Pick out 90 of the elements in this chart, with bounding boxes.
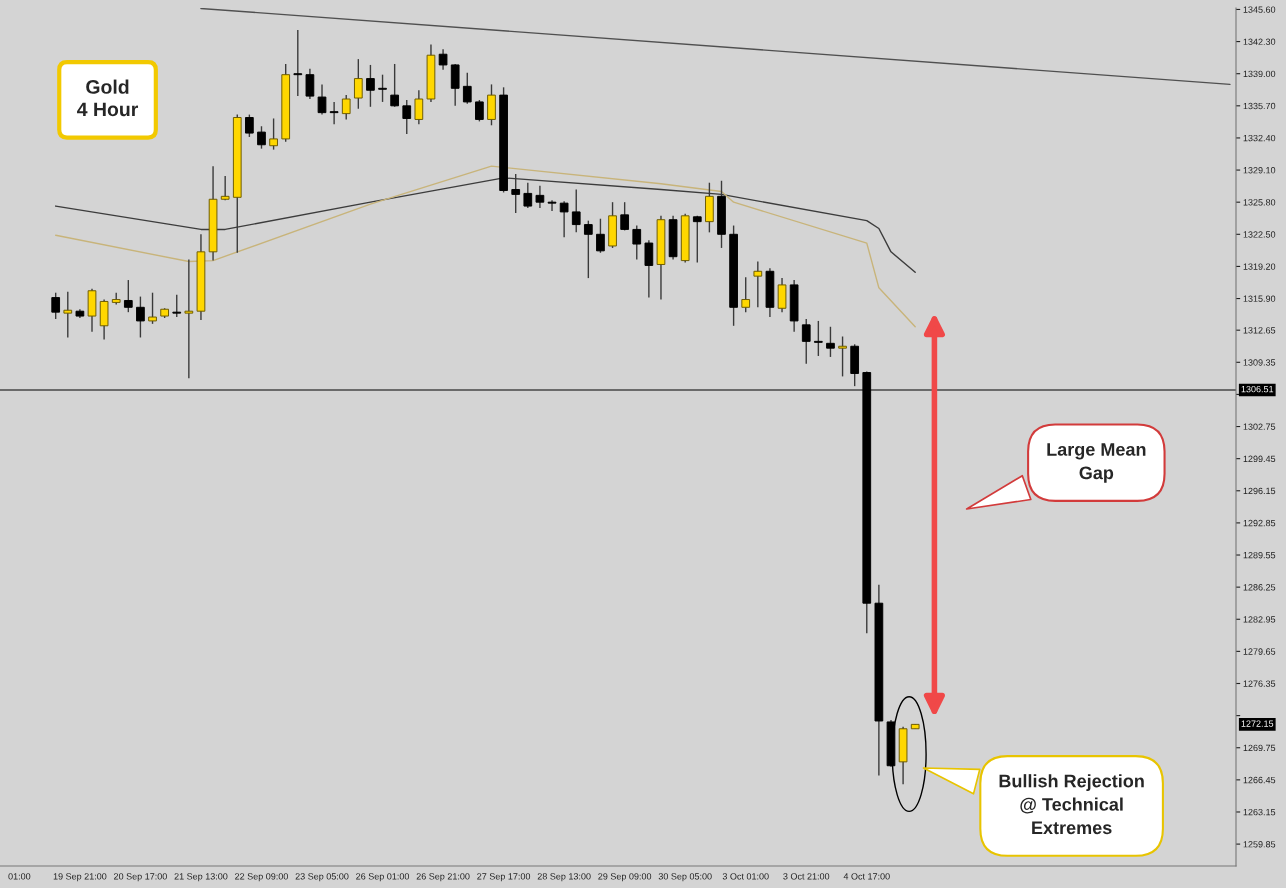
candlestick <box>826 326 835 358</box>
x-tick-label: 29 Sep 09:00 <box>598 873 652 882</box>
candlestick <box>547 199 557 212</box>
y-tick-label: 1296.15 <box>1243 487 1276 495</box>
candlestick <box>838 335 847 378</box>
candlestick <box>257 125 266 150</box>
x-tick-label: 22 Sep 09:00 <box>235 873 288 882</box>
candlestick <box>317 83 327 116</box>
candlestick <box>523 182 533 209</box>
y-tick-label: 1289.55 <box>1243 551 1276 559</box>
candlestick <box>148 292 157 325</box>
candlestick <box>402 99 412 135</box>
y-tick-label: 1335.70 <box>1243 102 1276 110</box>
y-tick-label: 1315.90 <box>1243 295 1276 302</box>
x-tick-label: 3 Oct 21:00 <box>783 873 830 880</box>
x-tick-label: 21 Sep 13:00 <box>174 873 228 882</box>
candlestick <box>341 94 351 121</box>
candlestick <box>741 276 751 313</box>
y-tick-label: 1276.35 <box>1243 680 1276 687</box>
y-tick-label: 1332.40 <box>1243 134 1276 142</box>
y-tick-label: 1282.95 <box>1243 616 1276 623</box>
text: 1272.15 <box>1241 720 1274 727</box>
candlestick <box>632 224 642 261</box>
x-tick-label: 23 Sep 05:00 <box>295 873 349 882</box>
candlestick <box>123 279 133 313</box>
y-tick-label: 1279.65 <box>1243 648 1276 655</box>
x-tick-label: 27 Sep 17:00 <box>477 873 531 882</box>
candlestick <box>596 218 605 254</box>
line-series <box>54 165 916 328</box>
candlestick <box>801 318 811 365</box>
candlestick <box>620 201 630 232</box>
candlestick <box>329 101 339 126</box>
x-tick-label: 26 Sep 21:00 <box>416 873 470 882</box>
candlestick <box>184 258 194 380</box>
ref-line-label: 1306.51 <box>1241 385 1274 393</box>
y-tick-label: 1342.30 <box>1243 38 1276 45</box>
candlestick <box>293 29 303 97</box>
candlestick <box>353 58 363 110</box>
candlestick <box>475 99 484 123</box>
y-tick-label: 1319.20 <box>1243 263 1276 270</box>
y-tick-label: 1286.25 <box>1243 584 1276 591</box>
y-tick-label: 1322.50 <box>1243 231 1276 238</box>
text: Gold 4 Hour <box>77 79 139 117</box>
x-tick-label: 26 Sep 01:00 <box>356 873 410 882</box>
y-tick-label: 1302.75 <box>1243 423 1276 430</box>
candlestick <box>378 73 387 103</box>
y-tick-label: 1309.35 <box>1243 359 1276 366</box>
candlestick <box>51 292 61 320</box>
y-tick-label: 1299.45 <box>1243 455 1276 463</box>
y-tick-label: 1325.80 <box>1243 199 1276 206</box>
x-tick-label: 28 Sep 13:00 <box>537 873 591 882</box>
candlestick <box>390 63 400 108</box>
y-tick-label: 1266.45 <box>1243 776 1276 784</box>
y-tick-label: 1263.15 <box>1243 808 1276 816</box>
y-tick-label: 1269.75 <box>1243 744 1276 752</box>
candlestick <box>136 295 145 339</box>
candlestick <box>813 320 823 357</box>
candlestick <box>245 113 254 138</box>
candlestick <box>583 219 593 279</box>
candlestick <box>172 293 182 318</box>
candlestick <box>535 184 545 209</box>
candlestick <box>438 48 448 71</box>
candlestick <box>220 175 230 201</box>
x-tick-label: 20 Sep 17:00 <box>114 873 167 882</box>
annotation: Bullish Rejection @ Technical Extremes <box>999 774 1144 835</box>
candlestick <box>644 239 654 299</box>
x-tick-label: 30 Sep 05:00 <box>658 873 712 882</box>
y-tick-label: 1345.60 <box>1243 6 1276 13</box>
candlestick <box>753 260 763 308</box>
annotation: Large Mean Gap <box>1047 443 1146 483</box>
y-tick-label: 1312.65 <box>1243 327 1276 334</box>
candlestick <box>414 89 424 126</box>
candlestick <box>366 64 375 108</box>
y-tick-label: 1329.10 <box>1243 167 1276 174</box>
x-tick-label: 01:00 <box>8 873 31 880</box>
candlestick <box>777 277 787 313</box>
x-tick-label: 19 Sep 21:00 <box>53 873 107 882</box>
candlestick <box>571 188 581 234</box>
candlestick <box>63 291 73 339</box>
candlestick <box>305 68 315 100</box>
candlestick <box>450 63 460 107</box>
x-tick-label: 4 Oct 17:00 <box>843 873 890 880</box>
y-tick-label: 1292.85 <box>1243 519 1276 527</box>
candlestick <box>269 117 278 151</box>
candlestick <box>462 72 472 105</box>
x-tick-label: 3 Oct 01:00 <box>722 873 769 880</box>
candlestick <box>692 215 702 264</box>
candlestick <box>559 200 569 238</box>
y-tick-label: 1339.00 <box>1243 70 1276 78</box>
y-tick-label: 1259.85 <box>1243 841 1276 848</box>
